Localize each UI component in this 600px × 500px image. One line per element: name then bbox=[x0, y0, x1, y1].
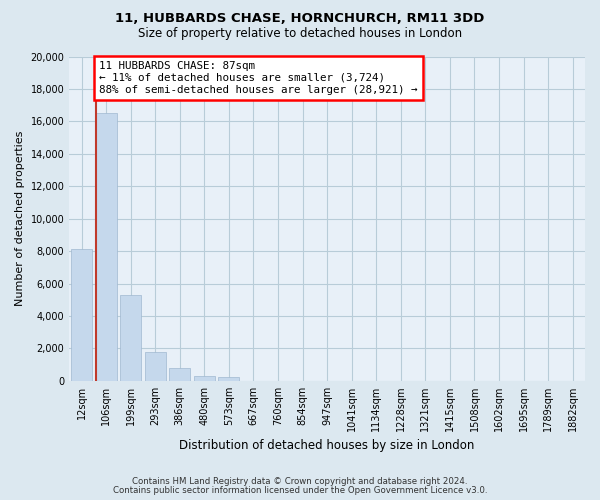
Bar bbox=[71, 248, 92, 381]
Text: 11 HUBBARDS CHASE: 87sqm
← 11% of detached houses are smaller (3,724)
88% of sem: 11 HUBBARDS CHASE: 87sqm ← 11% of detach… bbox=[100, 62, 418, 94]
Bar bbox=[145, 352, 166, 381]
Y-axis label: Number of detached properties: Number of detached properties bbox=[15, 131, 25, 306]
Text: Contains public sector information licensed under the Open Government Licence v3: Contains public sector information licen… bbox=[113, 486, 487, 495]
Text: Contains HM Land Registry data © Crown copyright and database right 2024.: Contains HM Land Registry data © Crown c… bbox=[132, 477, 468, 486]
Text: 11, HUBBARDS CHASE, HORNCHURCH, RM11 3DD: 11, HUBBARDS CHASE, HORNCHURCH, RM11 3DD bbox=[115, 12, 485, 26]
Bar bbox=[194, 376, 215, 381]
X-axis label: Distribution of detached houses by size in London: Distribution of detached houses by size … bbox=[179, 440, 475, 452]
Bar bbox=[169, 368, 190, 381]
Bar bbox=[95, 114, 116, 381]
Bar bbox=[120, 295, 141, 381]
Text: Size of property relative to detached houses in London: Size of property relative to detached ho… bbox=[138, 28, 462, 40]
Bar bbox=[218, 377, 239, 381]
